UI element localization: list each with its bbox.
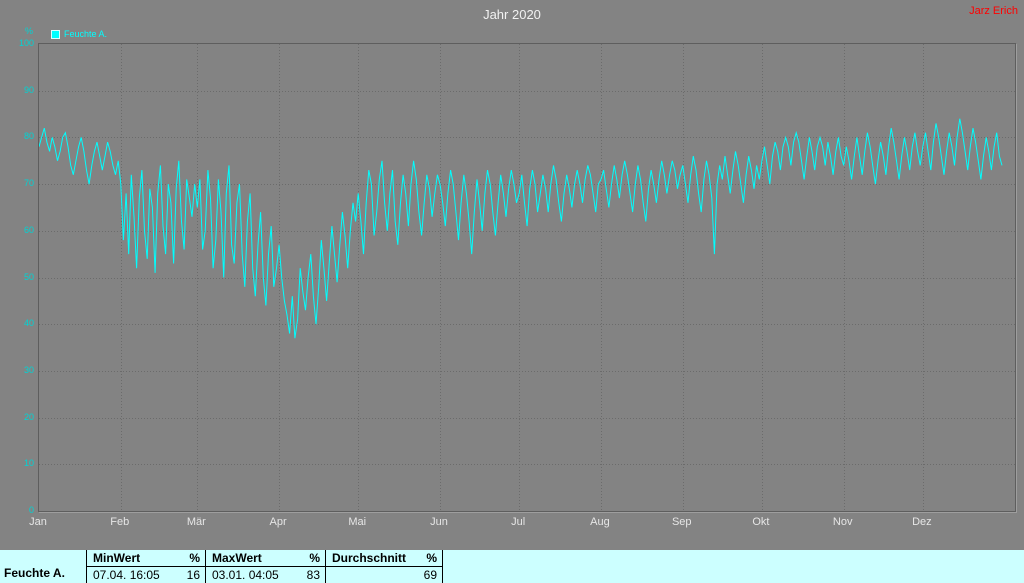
maxwert-unit: % [309, 551, 320, 565]
minwert-cell: MinWert % 07.04. 16:05 16 [86, 550, 205, 583]
line-chart [39, 44, 1015, 511]
series-name: Feuchte A. [4, 566, 65, 580]
y-axis-tick-label: 0 [28, 505, 34, 515]
minwert-header: MinWert % [87, 550, 205, 567]
y-axis-tick-label: 10 [23, 458, 34, 469]
series-name-cell: Feuchte A. [0, 550, 86, 583]
status-bar-filler [443, 550, 1024, 583]
legend-label: Feuchte A. [64, 29, 108, 39]
page-title: Jahr 2020 [483, 7, 541, 22]
x-axis-month-label: Mai [348, 516, 367, 528]
maxwert-label: MaxWert [212, 551, 262, 565]
y-axis-unit-label: % [25, 26, 34, 36]
x-axis-month-label: Jan [29, 516, 47, 528]
y-axis-tick-label: 90 [23, 84, 34, 95]
durchschnitt-cell: Durchschnitt % 69 [325, 550, 443, 583]
x-axis-month-label: Dez [912, 516, 932, 528]
maxwert-cell: MaxWert % 03.01. 04:05 83 [205, 550, 325, 583]
maxwert-values: 03.01. 04:05 83 [206, 567, 325, 583]
y-axis-tick-label: 70 [23, 178, 34, 189]
y-axis-tick-label: 100 [18, 38, 34, 48]
minwert-timestamp: 07.04. 16:05 [93, 568, 160, 582]
x-axis-month-label: Sep [671, 516, 692, 528]
minwert-values: 07.04. 16:05 16 [87, 567, 205, 583]
durchschnitt-header: Durchschnitt % [326, 550, 442, 567]
status-bar: Feuchte A. MinWert % 07.04. 16:05 16 Max… [0, 550, 1024, 583]
x-axis-month-label: Jun [430, 516, 448, 528]
durchschnitt-values: 69 [326, 567, 442, 583]
legend: Feuchte A. [51, 29, 107, 39]
y-axis-tick-label: 30 [23, 364, 34, 375]
x-axis-month-label: Aug [590, 516, 610, 528]
x-axis-month-label: Nov [832, 516, 853, 528]
y-axis-tick-label: 40 [23, 318, 34, 329]
maxwert-header: MaxWert % [206, 550, 325, 567]
y-axis-tick-label: 60 [23, 224, 34, 235]
maxwert-value: 83 [306, 568, 320, 582]
x-axis-month-label: Jul [511, 516, 526, 528]
x-axis-month-label: Feb [110, 516, 130, 528]
maxwert-timestamp: 03.01. 04:05 [212, 568, 279, 582]
author-label: Jarz Erich [969, 5, 1018, 17]
legend-swatch-icon [51, 29, 60, 39]
y-axis-tick-label: 50 [23, 271, 34, 282]
durchschnitt-label: Durchschnitt [332, 551, 407, 565]
x-axis-month-label: Apr [269, 516, 287, 528]
minwert-unit: % [189, 551, 200, 565]
x-axis-month-label: Mär [186, 516, 206, 528]
plot-area [38, 43, 1016, 512]
x-axis-month-label: Okt [752, 516, 770, 528]
y-axis-tick-label: 80 [23, 131, 34, 142]
durchschnitt-value: 69 [423, 568, 437, 582]
durchschnitt-unit: % [426, 551, 437, 565]
minwert-value: 16 [186, 568, 200, 582]
y-axis-tick-label: 20 [23, 411, 34, 422]
minwert-label: MinWert [93, 551, 141, 565]
